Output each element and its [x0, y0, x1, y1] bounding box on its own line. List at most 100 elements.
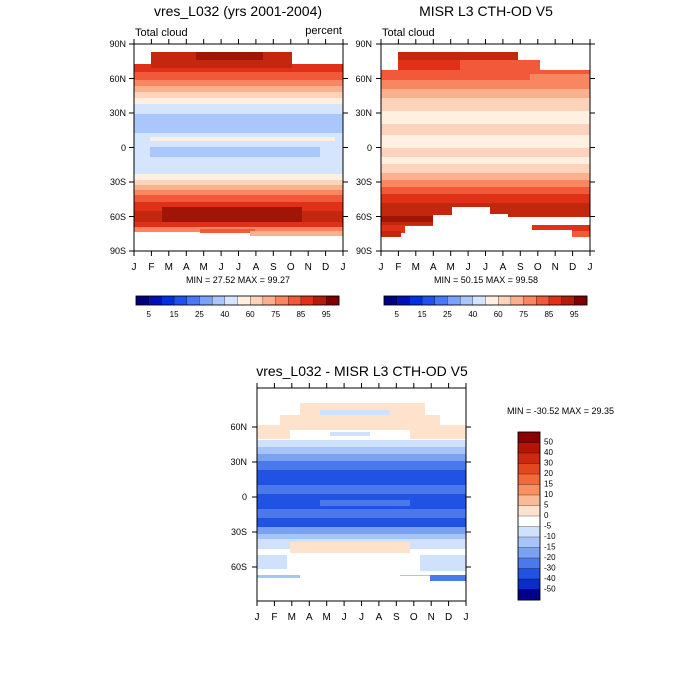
colorbar-swatch [300, 295, 315, 306]
colorbar-swatch [224, 295, 238, 306]
colorbar-swatch [148, 295, 162, 306]
panel-obs-y-tick-eq: 0 [367, 143, 372, 153]
panel-diff-x-tick-jul: J [359, 612, 364, 623]
panel-diff-y-tick-60n: 60N [230, 422, 247, 432]
panel-model-x-tick-feb: F [148, 262, 154, 273]
panel-diff-stats: MIN = -30.52 MAX = 29.35 [507, 406, 614, 416]
colorbar-swatch [135, 295, 150, 306]
colorbar-swatch [447, 295, 461, 306]
colorbar-diff-label-neg40: -40 [544, 574, 556, 583]
colorbar-swatch [186, 295, 200, 306]
panel-model-x-tick-apr: A [183, 262, 190, 273]
colorbar-swatch [517, 484, 541, 496]
panel-diff-x-axis: J F M A M J J A S O N D J [255, 383, 469, 623]
colorbar-swatch [383, 295, 398, 306]
colorbar-diff-label-40: 40 [544, 448, 553, 457]
colorbar-swatch [161, 295, 175, 306]
panel-obs-x-tick-aug: A [500, 262, 507, 273]
panel-diff-y-axis: 60N 30N 0 30S 60S [230, 422, 471, 572]
colorbar-model-label-40: 40 [220, 310, 229, 319]
panel-model-y-axis: 90N 60N 30N 0 30S 60S 90S [109, 39, 348, 256]
colorbar-swatch [459, 295, 474, 306]
panel-obs-x-tick-dec: D [569, 262, 576, 273]
colorbar-obs-label-95: 95 [570, 310, 579, 319]
colorbar-swatch [211, 295, 226, 306]
colorbar-swatch [199, 295, 213, 306]
panel-obs-x-tick-jul: J [483, 262, 488, 273]
panel-obs-y-tick-30s: 30S [356, 177, 372, 187]
panel-obs-x-axis: J F M A M J J A S O N D J [379, 39, 593, 273]
colorbar-obs-label-60: 60 [494, 310, 503, 319]
panel-diff-y-tick-eq: 0 [242, 492, 247, 502]
panel-model-x-tick-dec: D [322, 262, 329, 273]
colorbar-swatch [498, 295, 512, 306]
panel-model-field [134, 44, 343, 251]
panel-obs: MISR L3 CTH-OD V5 Total cloud [355, 3, 595, 319]
colorbar-model-label-60: 60 [246, 310, 255, 319]
panel-model-x-tick-oct: O [287, 262, 295, 273]
panel-obs-x-tick-feb: F [395, 262, 401, 273]
colorbar-swatch [510, 295, 525, 306]
colorbar-diff: 50 40 30 20 15 10 5 0 -5 -10 -15 -20 -30… [517, 431, 556, 601]
colorbar-swatch [517, 505, 541, 517]
colorbar-diff-label-5: 5 [544, 500, 549, 509]
colorbar-diff-label-10: 10 [544, 490, 553, 499]
panel-diff-y-tick-60s: 60S [231, 562, 247, 572]
panel-obs-y-axis: 90N 60N 30N 0 30S 60S 90S [355, 39, 595, 256]
colorbar-swatch [517, 515, 541, 527]
panel-obs-title: MISR L3 CTH-OD V5 [419, 3, 553, 19]
colorbar-diff-swatches [517, 431, 541, 601]
colorbar-swatch [517, 526, 541, 538]
colorbar-diff-label-neg10: -10 [544, 532, 556, 541]
panel-model-x-tick-jan: J [132, 262, 137, 273]
panel-model-x-tick-may: M [200, 262, 208, 273]
colorbar-swatch [517, 568, 541, 580]
panel-diff-title: vres_L032 - MISR L3 CTH-OD V5 [256, 363, 468, 379]
panel-model-y-tick-eq: 0 [121, 143, 126, 153]
colorbar-swatch [517, 431, 541, 443]
colorbar-swatch [548, 295, 563, 306]
colorbar-model-label-95: 95 [322, 310, 331, 319]
colorbar-diff-label-neg15: -15 [544, 542, 556, 551]
colorbar-model-label-75: 75 [271, 310, 280, 319]
panel-model-left-label: Total cloud [135, 27, 188, 39]
colorbar-swatch [396, 295, 410, 306]
panel-model-x-tick-sep: S [270, 262, 277, 273]
colorbar-obs-label-5: 5 [394, 310, 399, 319]
colorbar-swatch [421, 295, 436, 306]
panel-obs-x-tick-oct: O [534, 262, 542, 273]
colorbar-obs-label-25: 25 [443, 310, 452, 319]
panel-obs-stats: MIN = 50.15 MAX = 99.58 [434, 275, 538, 285]
colorbar-model-frame [135, 295, 340, 306]
panel-model-title: vres_L032 (yrs 2001-2004) [154, 3, 322, 19]
panel-obs-x-tick-jun: J [466, 262, 471, 273]
colorbar-swatch [574, 295, 588, 306]
panel-obs-x-tick-jan-end: J [588, 262, 593, 273]
panel-obs-y-tick-60s: 60S [356, 212, 372, 222]
panel-diff-x-tick-feb: F [271, 612, 277, 623]
panel-model-x-tick-jul: J [236, 262, 241, 273]
colorbar-swatch [485, 295, 499, 306]
colorbar-model-label-25: 25 [195, 310, 204, 319]
colorbar-diff-label-neg50: -50 [544, 584, 556, 593]
panel-model-y-tick-30n: 30N [109, 108, 126, 118]
colorbar-swatch [517, 547, 541, 559]
panel-diff-field [257, 388, 466, 601]
colorbar-obs-label-75: 75 [519, 310, 528, 319]
panel-diff-x-tick-nov: N [428, 612, 435, 623]
panel-obs-y-tick-60n: 60N [355, 74, 372, 84]
panel-diff-x-tick-jun: J [342, 612, 347, 623]
colorbar-swatch [517, 494, 541, 506]
panel-model-y-tick-90s: 90S [110, 246, 126, 256]
panel-obs-field [381, 44, 590, 251]
panel-obs-y-tick-90s: 90S [356, 246, 372, 256]
panel-model: vres_L032 (yrs 2001-2004) Total cloud pe… [109, 3, 348, 319]
colorbar-swatch [326, 295, 340, 306]
panel-model-stats: MIN = 27.52 MAX = 99.27 [186, 275, 290, 285]
colorbar-swatch [561, 295, 575, 306]
panel-diff-y-tick-30s: 30S [231, 527, 247, 537]
colorbar-swatch [313, 295, 327, 306]
panel-model-y-tick-60s: 60S [110, 212, 126, 222]
panel-model-x-tick-jan-end: J [341, 262, 346, 273]
